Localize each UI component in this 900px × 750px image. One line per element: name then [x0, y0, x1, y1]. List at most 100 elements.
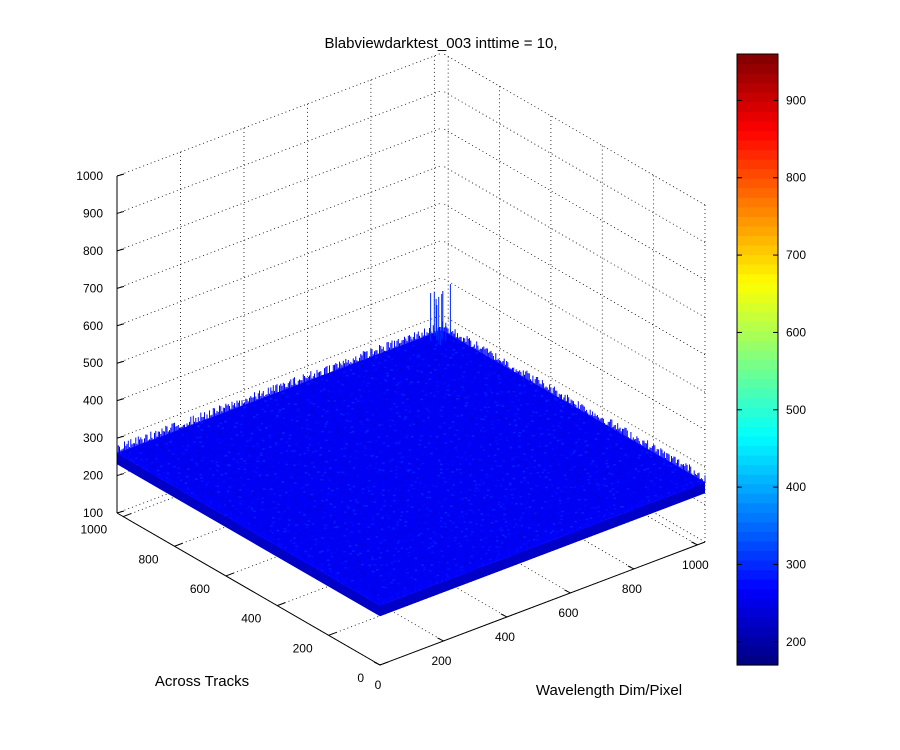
- y-axis-line: [116, 512, 381, 666]
- colorbar-segment: [737, 149, 778, 160]
- colorbar-segment: [737, 54, 778, 65]
- y-tick-mark: [379, 661, 389, 666]
- colorbar-tick-labels: 200 300 400 500 600 700 800 900: [786, 93, 806, 648]
- colorbar-segment: [737, 330, 778, 342]
- x-tick-label: 400: [495, 630, 515, 644]
- x-axis-label: Wavelength Dim/Pixel: [536, 682, 682, 699]
- x-tick-labels: 0 200 400 600 800 1000: [375, 558, 709, 692]
- colorbar-segment: [737, 254, 778, 265]
- z-tick-label: 200: [83, 469, 103, 483]
- colorbar-segment: [737, 579, 778, 590]
- x-tick-label: 0: [375, 678, 382, 692]
- colorbar-segment: [737, 531, 778, 542]
- z-tick-mark: [116, 398, 125, 402]
- wall-grid-line: [116, 239, 443, 364]
- y-axis-label: Across Tracks: [155, 673, 249, 690]
- colorbar-segment: [737, 435, 778, 447]
- y-tick-mark: [122, 513, 132, 518]
- colorbar-segment: [737, 206, 778, 217]
- colorbar-segment: [737, 588, 778, 599]
- colorbar-segment: [737, 321, 778, 332]
- x-tick-label: 200: [431, 654, 451, 668]
- colorbar-segment: [737, 82, 778, 93]
- x-tick-mark: [564, 589, 571, 594]
- z-tick-mark: [116, 435, 125, 439]
- colorbar-segment: [737, 92, 778, 103]
- y-tick-mark: [328, 631, 337, 636]
- colorbar-segment: [737, 598, 778, 609]
- x-tick-label: 800: [622, 582, 642, 596]
- z-tick-label: 500: [83, 356, 103, 370]
- colorbar-segment: [737, 283, 778, 294]
- colorbar-frame: [736, 53, 779, 666]
- colorbar-segment: [737, 426, 778, 437]
- colorbar-tick-label: 200: [786, 635, 806, 649]
- y-tick-label: 800: [139, 552, 159, 566]
- z-tick-label: 300: [83, 431, 103, 445]
- chart-title: Blabviewdarktest_003 inttime = 10,: [324, 35, 557, 52]
- y-tick-label: 200: [293, 641, 313, 655]
- y-tick-label: 400: [241, 612, 261, 626]
- z-tick-mark: [116, 473, 125, 477]
- colorbar-segment: [737, 645, 778, 657]
- colorbar-segment: [737, 273, 778, 284]
- colorbar-segment: [737, 359, 778, 370]
- y-tick-mark: [277, 602, 286, 607]
- colorbar-segment: [737, 626, 778, 637]
- z-tick-label: 700: [83, 281, 103, 295]
- colorbar-tick-label: 900: [786, 93, 806, 107]
- y-tick-mark: [174, 542, 183, 547]
- colorbar-segment: [737, 445, 778, 456]
- x-tick-mark: [437, 637, 444, 642]
- colorbar-segment: [737, 483, 778, 494]
- colorbar-segment: [737, 187, 778, 198]
- z-tick-label: 600: [83, 319, 103, 333]
- colorbar-segment: [737, 464, 778, 475]
- y-tick-label: 0: [357, 671, 364, 685]
- z-tick-mark: [116, 285, 125, 289]
- x-tick-mark: [691, 541, 698, 546]
- colorbar-segment: [737, 225, 778, 236]
- colorbar-tick-label: 500: [786, 403, 806, 417]
- colorbar-segment: [737, 311, 778, 322]
- colorbar-segment: [737, 369, 778, 380]
- x-axis-line: [379, 541, 706, 666]
- colorbar-segment: [737, 559, 778, 571]
- surface-left-skirt: [117, 453, 380, 617]
- wall-grid-line: [441, 52, 706, 206]
- colorbar-segment: [737, 569, 778, 580]
- surface-plot: [116, 284, 706, 617]
- colorbar-segment: [737, 73, 778, 84]
- y-tick-label: 1000: [80, 523, 107, 537]
- wall-grid-line: [116, 202, 443, 327]
- colorbar-segment: [737, 159, 778, 170]
- wall-grid-line: [441, 202, 706, 356]
- z-tick-labels: 100 200 300 400 500 600 700 800 900 1000: [76, 169, 103, 520]
- colorbar: [736, 53, 779, 666]
- colorbar-segment: [737, 550, 778, 561]
- z-tick-label: 800: [83, 244, 103, 258]
- x-tick-label: 1000: [682, 558, 709, 572]
- colorbar-segment: [737, 101, 778, 112]
- colorbar-segment: [737, 216, 778, 227]
- colorbar-segment: [737, 244, 778, 256]
- z-tick-mark: [116, 210, 125, 214]
- colorbar-segment: [737, 512, 778, 523]
- wall-grid-line: [441, 90, 706, 243]
- wall-grid-line: [116, 164, 443, 289]
- colorbar-segment: [737, 454, 778, 466]
- colorbar-segment: [737, 178, 778, 189]
- colorbar-segment: [737, 292, 778, 303]
- colorbar-segment: [737, 378, 778, 389]
- y-tick-mark: [225, 572, 235, 577]
- colorbar-segment: [737, 655, 778, 666]
- wall-grid-line: [116, 52, 443, 177]
- colorbar-segment: [737, 130, 778, 141]
- colorbar-segment: [737, 388, 778, 399]
- colorbar-segment: [737, 521, 778, 532]
- colorbar-segment: [737, 120, 778, 131]
- colorbar-segment: [737, 235, 778, 246]
- colorbar-segment: [737, 168, 778, 179]
- wall-grid-line: [441, 127, 706, 281]
